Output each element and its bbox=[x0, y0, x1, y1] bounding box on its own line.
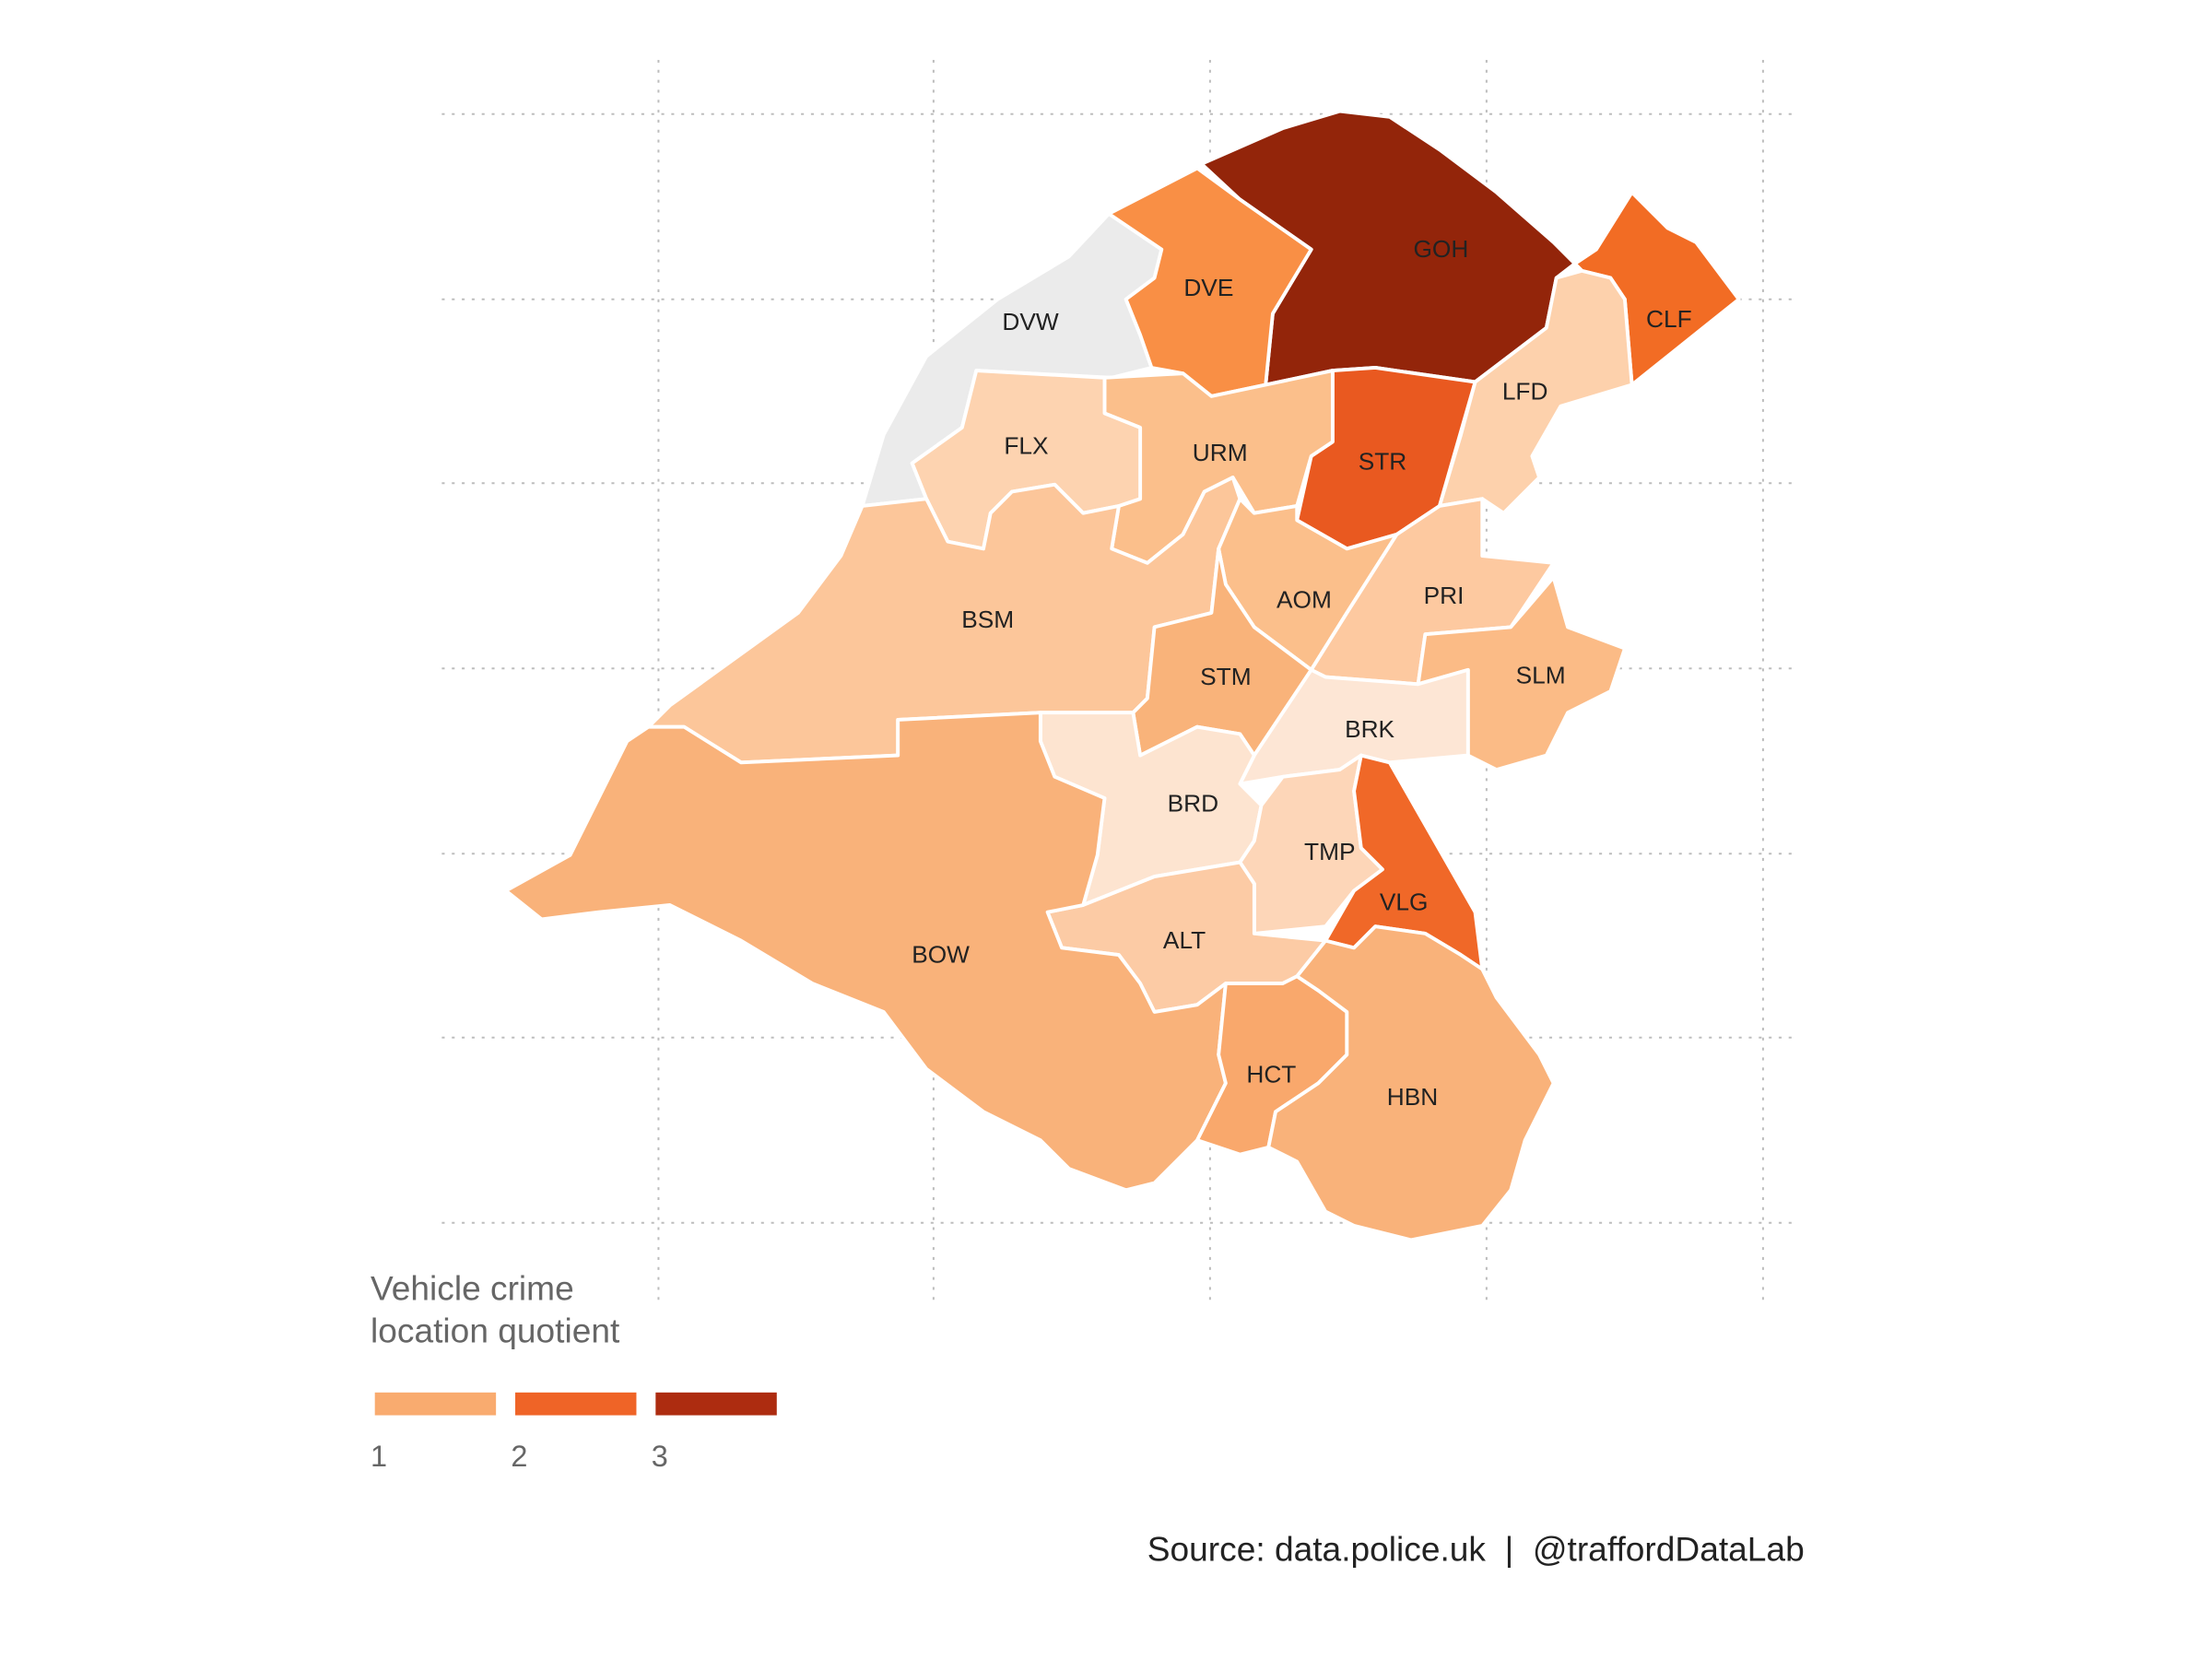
ward-label: ALT bbox=[1163, 926, 1206, 954]
legend-swatch bbox=[655, 1392, 777, 1416]
ward-label: SLM bbox=[1516, 661, 1566, 688]
ward-label: HCT bbox=[1246, 1060, 1296, 1088]
ward-label: STR bbox=[1359, 448, 1407, 476]
legend-tick-label: 3 bbox=[652, 1440, 668, 1473]
legend-title: location quotient bbox=[371, 1312, 620, 1350]
ward-label: GOH bbox=[1413, 235, 1468, 263]
ward-label: PRI bbox=[1424, 582, 1465, 609]
ward-label: LFD bbox=[1502, 378, 1548, 406]
ward-label: HBN bbox=[1387, 1083, 1438, 1111]
ward-label: TMP bbox=[1304, 838, 1355, 865]
ward-label: AOM bbox=[1277, 586, 1332, 614]
legend: 1 2 3 bbox=[371, 1392, 777, 1473]
ward-label: STM bbox=[1200, 663, 1251, 690]
ward-label: DVW bbox=[1002, 308, 1058, 335]
ward-label: URM bbox=[1193, 439, 1248, 466]
ward-label: BRD bbox=[1168, 790, 1218, 818]
ward-label: FLX bbox=[1004, 432, 1048, 460]
legend-tick-label: 1 bbox=[371, 1440, 387, 1473]
ward bbox=[1266, 924, 1556, 1242]
caption: Source: data.police.uk | @traffordDataLa… bbox=[1147, 1529, 1805, 1568]
ward-label: BOW bbox=[912, 941, 970, 969]
ward-label: BSM bbox=[961, 606, 1014, 633]
ward-label: BRK bbox=[1345, 715, 1394, 743]
ward-label: DVE bbox=[1183, 274, 1233, 301]
legend-title: Vehicle crime bbox=[371, 1268, 574, 1307]
legend-tick-label: 2 bbox=[511, 1440, 527, 1473]
legend-swatch bbox=[374, 1392, 497, 1416]
ward-label-layer: DVW GOH DVE CLF LFD STR URM FLX BSM AOM STM PRI SLM B… bbox=[912, 235, 1691, 1111]
ward-label: VLG bbox=[1380, 888, 1429, 915]
ward-layer bbox=[504, 109, 1741, 1242]
ward bbox=[504, 711, 1228, 1193]
ward-label: CLF bbox=[1646, 305, 1692, 333]
legend-swatch bbox=[515, 1392, 637, 1416]
